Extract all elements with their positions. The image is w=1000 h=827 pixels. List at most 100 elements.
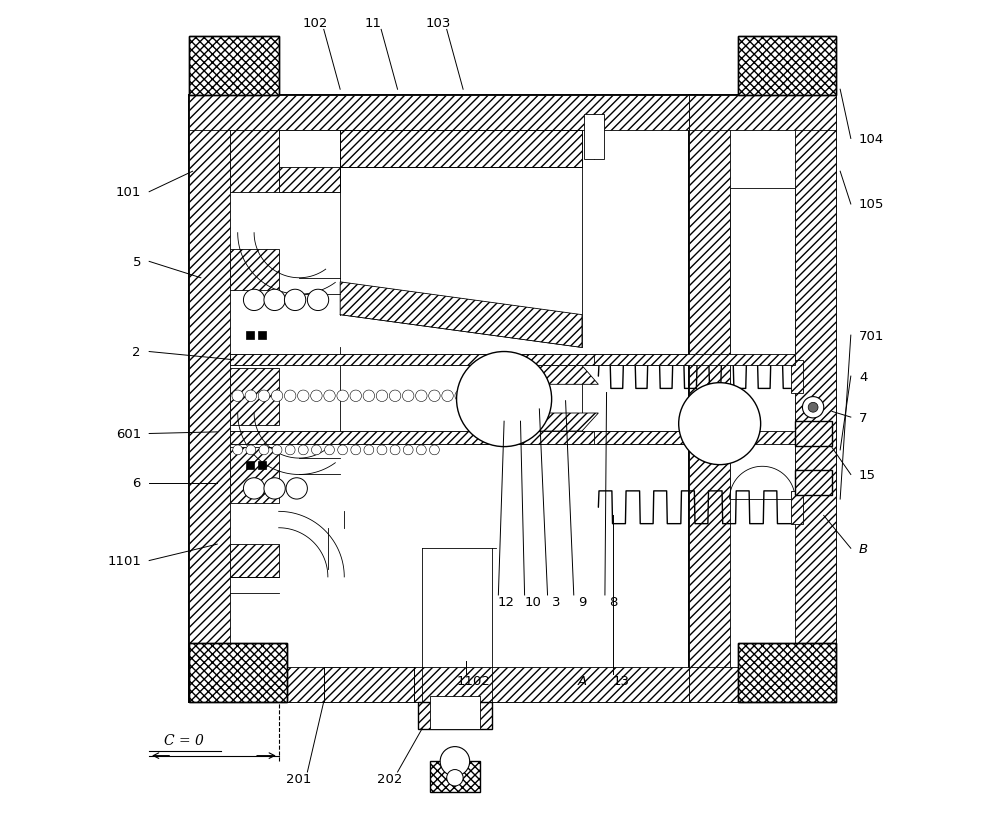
Polygon shape bbox=[230, 131, 279, 193]
Text: 10: 10 bbox=[524, 595, 541, 608]
Polygon shape bbox=[791, 361, 803, 393]
Circle shape bbox=[402, 390, 414, 402]
Circle shape bbox=[351, 446, 361, 455]
Text: 3: 3 bbox=[551, 595, 560, 608]
Circle shape bbox=[447, 770, 463, 786]
Text: A: A bbox=[577, 674, 587, 686]
Text: 202: 202 bbox=[377, 772, 402, 785]
Polygon shape bbox=[340, 283, 582, 348]
Circle shape bbox=[286, 478, 307, 500]
Text: 6: 6 bbox=[133, 476, 141, 490]
Polygon shape bbox=[791, 491, 803, 524]
Bar bbox=[279, 131, 340, 193]
Circle shape bbox=[455, 390, 466, 402]
Text: 13: 13 bbox=[613, 674, 630, 686]
Text: 9: 9 bbox=[578, 595, 586, 608]
Text: 5: 5 bbox=[132, 256, 141, 269]
Circle shape bbox=[481, 390, 493, 402]
Circle shape bbox=[338, 446, 348, 455]
Text: 1101: 1101 bbox=[107, 554, 141, 567]
Text: 701: 701 bbox=[859, 329, 884, 342]
Circle shape bbox=[285, 446, 295, 455]
Polygon shape bbox=[795, 96, 836, 701]
Bar bbox=[189, 643, 287, 701]
Bar bbox=[430, 696, 480, 729]
Text: 7: 7 bbox=[859, 411, 868, 424]
Polygon shape bbox=[230, 448, 279, 504]
Circle shape bbox=[376, 390, 388, 402]
Circle shape bbox=[442, 390, 453, 402]
Bar bbox=[730, 189, 795, 500]
Text: 104: 104 bbox=[859, 133, 884, 146]
Circle shape bbox=[325, 446, 334, 455]
Text: 8: 8 bbox=[609, 595, 617, 608]
Polygon shape bbox=[230, 432, 689, 445]
Circle shape bbox=[298, 390, 309, 402]
Circle shape bbox=[416, 390, 427, 402]
Text: 4: 4 bbox=[859, 370, 867, 383]
Polygon shape bbox=[594, 432, 795, 445]
Text: 103: 103 bbox=[426, 17, 451, 31]
Bar bbox=[189, 37, 279, 96]
Circle shape bbox=[245, 390, 257, 402]
Text: 2: 2 bbox=[132, 346, 141, 359]
Text: B: B bbox=[859, 542, 868, 555]
Polygon shape bbox=[324, 667, 414, 701]
Bar bbox=[738, 643, 836, 701]
Circle shape bbox=[307, 290, 329, 311]
Circle shape bbox=[802, 397, 824, 418]
Circle shape bbox=[311, 446, 321, 455]
Polygon shape bbox=[230, 369, 279, 426]
Polygon shape bbox=[795, 422, 832, 447]
Circle shape bbox=[232, 390, 243, 402]
Circle shape bbox=[468, 390, 480, 402]
Circle shape bbox=[246, 446, 256, 455]
Polygon shape bbox=[738, 37, 836, 96]
Circle shape bbox=[264, 290, 285, 311]
Polygon shape bbox=[230, 250, 279, 291]
Circle shape bbox=[271, 390, 283, 402]
Polygon shape bbox=[230, 544, 279, 577]
Circle shape bbox=[259, 446, 269, 455]
Polygon shape bbox=[189, 667, 697, 701]
Polygon shape bbox=[189, 96, 230, 701]
Polygon shape bbox=[795, 471, 832, 495]
Polygon shape bbox=[738, 643, 836, 701]
Text: 15: 15 bbox=[859, 468, 876, 481]
Circle shape bbox=[258, 390, 270, 402]
Text: 601: 601 bbox=[116, 428, 141, 441]
Text: 11: 11 bbox=[364, 17, 381, 31]
Circle shape bbox=[429, 390, 440, 402]
Polygon shape bbox=[689, 96, 836, 131]
Circle shape bbox=[272, 446, 282, 455]
Polygon shape bbox=[418, 701, 492, 729]
Circle shape bbox=[440, 747, 470, 777]
Polygon shape bbox=[492, 414, 598, 432]
Bar bbox=[246, 461, 254, 469]
Text: 101: 101 bbox=[116, 186, 141, 199]
Circle shape bbox=[324, 390, 335, 402]
Polygon shape bbox=[430, 762, 480, 791]
Circle shape bbox=[679, 383, 761, 465]
Circle shape bbox=[363, 390, 375, 402]
Circle shape bbox=[808, 403, 818, 413]
Circle shape bbox=[298, 446, 308, 455]
Polygon shape bbox=[689, 96, 730, 701]
Polygon shape bbox=[279, 168, 340, 193]
Circle shape bbox=[243, 290, 265, 311]
Polygon shape bbox=[689, 667, 836, 701]
Circle shape bbox=[430, 446, 439, 455]
Circle shape bbox=[403, 446, 413, 455]
Polygon shape bbox=[230, 355, 689, 366]
Text: 102: 102 bbox=[303, 17, 328, 31]
Circle shape bbox=[377, 446, 387, 455]
Circle shape bbox=[311, 390, 322, 402]
Bar bbox=[189, 96, 697, 701]
Text: 201: 201 bbox=[286, 772, 312, 785]
Circle shape bbox=[364, 446, 374, 455]
Polygon shape bbox=[189, 96, 697, 131]
Circle shape bbox=[233, 446, 243, 455]
Circle shape bbox=[390, 446, 400, 455]
Circle shape bbox=[243, 478, 265, 500]
Bar bbox=[689, 96, 836, 701]
